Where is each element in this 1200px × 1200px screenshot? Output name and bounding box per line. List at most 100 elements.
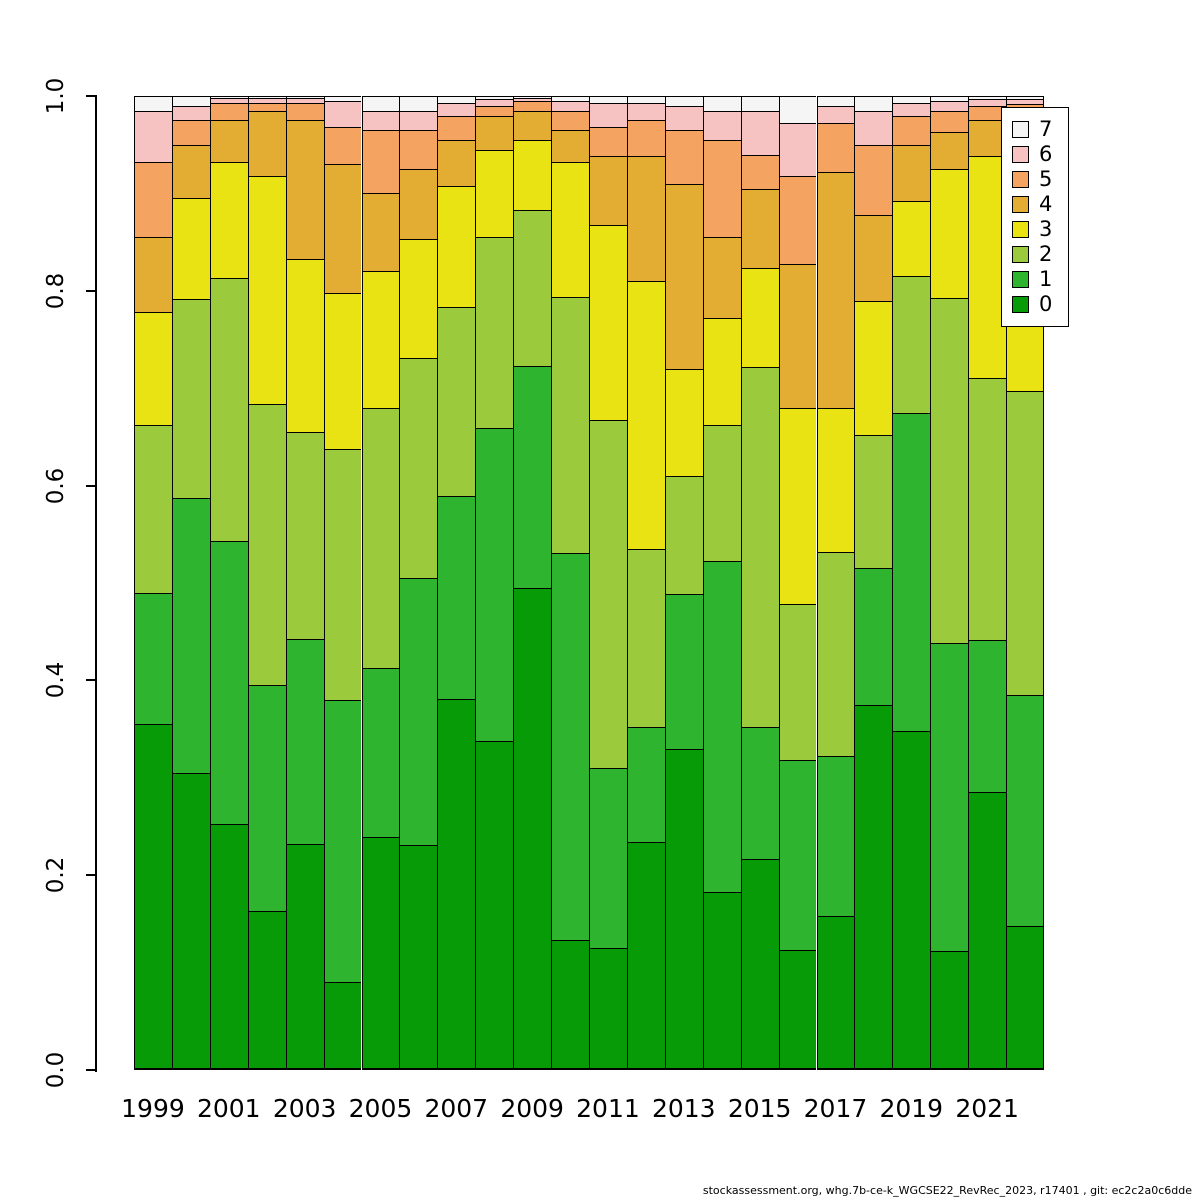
bar-segment-age-7 <box>931 96 969 101</box>
bar-segment-age-6 <box>1007 98 1043 104</box>
bar-2003 <box>285 96 324 1070</box>
legend-swatch-icon <box>1012 196 1029 213</box>
bar-segment-age-1 <box>172 498 210 773</box>
bar-segment-age-2 <box>248 403 286 686</box>
y-axis-tick-label: 0.6 <box>43 467 69 504</box>
bar-segment-age-6 <box>324 100 362 128</box>
bar-segment-age-0 <box>476 740 514 1070</box>
y-axis-tick <box>86 484 96 487</box>
bar-segment-age-3 <box>627 281 665 549</box>
bar-segment-age-5 <box>931 110 969 133</box>
bar-segment-age-5 <box>855 144 893 215</box>
legend-label: 0 <box>1039 292 1053 316</box>
bar-segment-age-3 <box>665 368 703 476</box>
x-axis-tick-label: 2001 <box>196 1094 261 1123</box>
bar-segment-age-0 <box>665 748 703 1070</box>
bar-segment-age-6 <box>476 98 514 106</box>
bar-segment-age-6 <box>741 110 779 155</box>
legend-swatch-icon <box>1012 121 1029 138</box>
bar-segment-age-0 <box>1007 925 1043 1070</box>
bar-2005 <box>361 96 400 1070</box>
legend-entry-2: 2 <box>1012 242 1068 267</box>
bar-segment-age-6 <box>438 102 476 116</box>
bar-segment-age-1 <box>741 727 779 859</box>
bar-segment-age-4 <box>135 237 172 313</box>
y-axis-line <box>95 95 97 1072</box>
bar-segment-age-0 <box>324 982 362 1070</box>
bar-segment-age-0 <box>893 731 931 1070</box>
bar-2008 <box>475 96 514 1070</box>
bar-segment-age-0 <box>931 951 969 1070</box>
bar-segment-age-0 <box>627 842 665 1070</box>
bar-segment-age-2 <box>476 237 514 429</box>
bar-segment-age-3 <box>514 139 552 210</box>
bar-segment-age-2 <box>969 378 1007 640</box>
bar-segment-age-3 <box>931 169 969 298</box>
bar-segment-age-3 <box>855 300 893 435</box>
bar-segment-age-5 <box>590 127 627 157</box>
x-axis-tick-label: 2015 <box>727 1094 792 1123</box>
bar-segment-age-7 <box>172 96 210 106</box>
bar-segment-age-4 <box>248 110 286 176</box>
bar-segment-age-3 <box>210 162 248 279</box>
bar-segment-age-0 <box>552 940 589 1070</box>
bar-segment-age-2 <box>438 307 476 497</box>
legend-entry-6: 6 <box>1012 142 1068 167</box>
bar-segment-age-7 <box>476 96 514 99</box>
bar-segment-age-1 <box>286 638 324 845</box>
bar-segment-age-5 <box>703 139 741 238</box>
bar-segment-age-5 <box>438 115 476 140</box>
bar-segment-age-2 <box>665 475 703 594</box>
bar-2012 <box>626 96 665 1070</box>
bar-segment-age-2 <box>135 425 172 593</box>
legend-entry-1: 1 <box>1012 267 1068 292</box>
y-axis-tick-label: 0.2 <box>43 856 69 894</box>
bar-2016 <box>778 96 817 1070</box>
bar-segment-age-6 <box>514 97 552 101</box>
bar-segment-age-6 <box>172 105 210 121</box>
bar-segment-age-6 <box>552 100 589 111</box>
bar-segment-age-1 <box>931 643 969 952</box>
x-axis-tick-label: 2003 <box>272 1094 337 1123</box>
legend-swatch-icon <box>1012 246 1029 263</box>
bar-segment-age-6 <box>362 110 400 131</box>
x-axis-tick-label: 2017 <box>803 1094 868 1123</box>
legend-entry-4: 4 <box>1012 192 1068 217</box>
x-axis-tick-label: 2019 <box>879 1094 944 1123</box>
bar-segment-age-5 <box>286 102 324 121</box>
bar-segment-age-6 <box>703 110 741 140</box>
bar-2013 <box>664 96 703 1070</box>
bar-segment-age-0 <box>286 844 324 1070</box>
bar-segment-age-7 <box>248 96 286 99</box>
bar-segment-age-0 <box>969 792 1007 1070</box>
bar-segment-age-1 <box>817 756 855 917</box>
bar-segment-age-1 <box>438 496 476 699</box>
bar-segment-age-6 <box>135 110 172 163</box>
bar-segment-age-4 <box>627 156 665 282</box>
bar-2015 <box>740 96 779 1070</box>
bar-segment-age-1 <box>324 699 362 983</box>
bar-segment-age-0 <box>703 891 741 1070</box>
bar-segment-age-7 <box>438 96 476 103</box>
bar-segment-age-2 <box>855 434 893 569</box>
bar-segment-age-4 <box>817 172 855 408</box>
bar-segment-age-7 <box>817 96 855 106</box>
bars-container <box>134 96 1044 1070</box>
footer-caption: stockassessment.org, whg.7b-ce-k_WGCSE22… <box>702 1184 1192 1197</box>
bar-segment-age-0 <box>779 950 817 1070</box>
bar-2010 <box>551 96 589 1070</box>
bar-segment-age-0 <box>817 916 855 1070</box>
bar-segment-age-2 <box>362 407 400 668</box>
bar-segment-age-5 <box>514 100 552 111</box>
bar-segment-age-1 <box>779 760 817 951</box>
x-axis-tick-label: 2021 <box>955 1094 1019 1123</box>
bar-segment-age-5 <box>665 130 703 184</box>
bar-segment-age-6 <box>665 105 703 131</box>
bar-segment-age-4 <box>324 164 362 293</box>
bar-segment-age-5 <box>172 120 210 145</box>
bar-segment-age-3 <box>703 318 741 426</box>
bar-segment-age-7 <box>362 96 400 111</box>
bar-segment-age-0 <box>514 587 552 1070</box>
bar-segment-age-1 <box>476 428 514 741</box>
bar-segment-age-0 <box>590 948 627 1070</box>
